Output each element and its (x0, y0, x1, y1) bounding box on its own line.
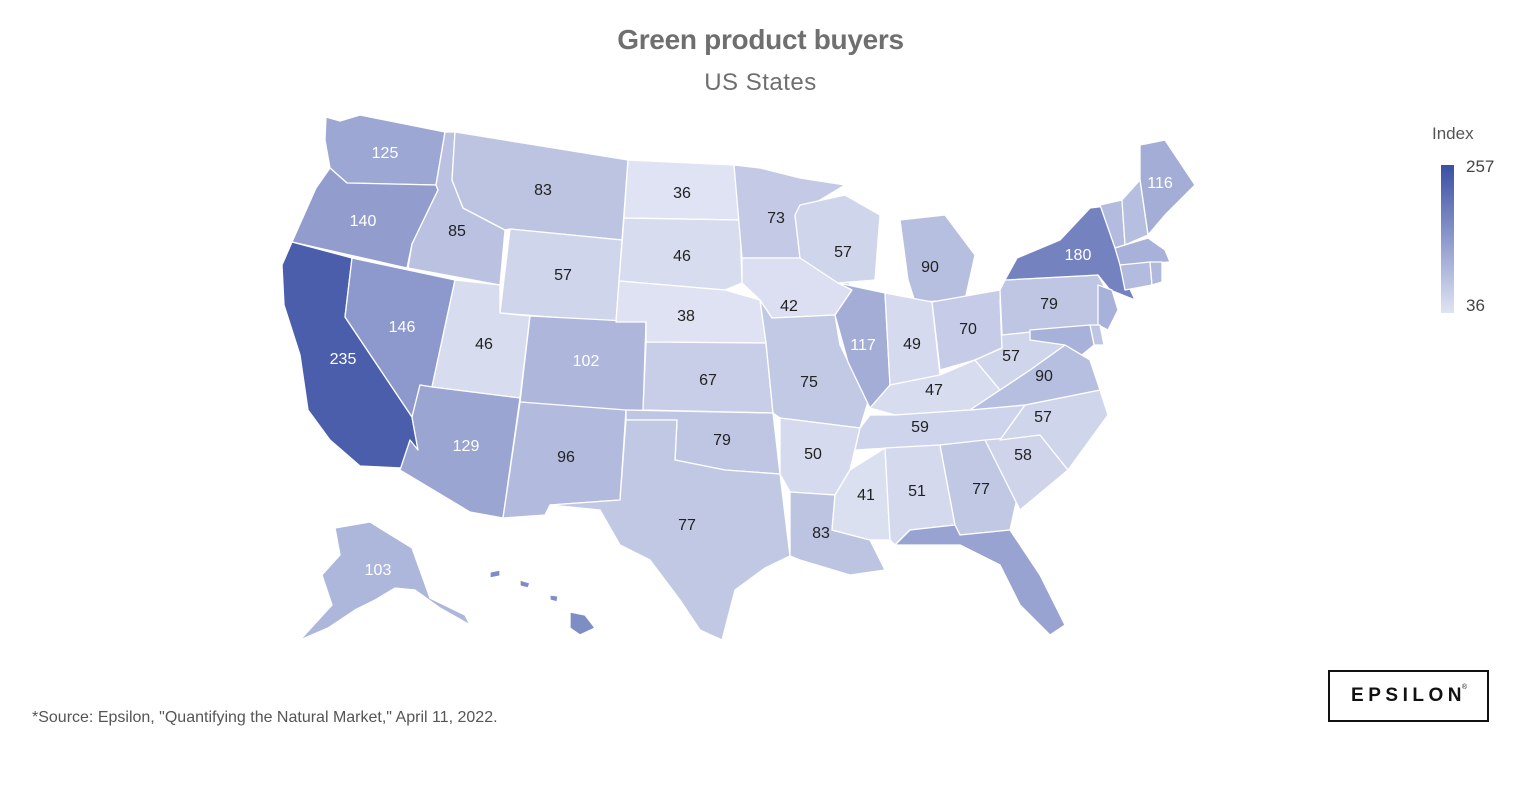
state-ma[interactable] (1114, 237, 1171, 266)
state-value-label-sc: 58 (1014, 447, 1032, 464)
state-mo[interactable] (759, 299, 869, 429)
state-value-label-az: 129 (453, 438, 480, 455)
state-fl[interactable] (894, 524, 1066, 636)
source-note: *Source: Epsilon, "Quantifying the Natur… (32, 709, 498, 726)
state-hi[interactable] (489, 569, 596, 636)
state-value-label-wy: 57 (554, 267, 572, 284)
state-value-label-wi: 57 (834, 244, 852, 261)
chart-subtitle: US States (704, 69, 817, 96)
state-md[interactable] (1029, 324, 1095, 356)
state-value-label-ok: 79 (713, 432, 731, 449)
state-value-label-nm: 96 (557, 449, 575, 466)
logo-text: EPSILON (1351, 685, 1466, 706)
state-value-label-wv: 57 (1002, 348, 1020, 365)
state-sd[interactable] (618, 217, 743, 291)
state-value-label-ar: 50 (804, 446, 822, 463)
legend-max-label: 257 (1466, 157, 1495, 176)
state-value-label-al: 51 (908, 483, 926, 500)
state-value-label-ut: 46 (475, 336, 493, 353)
state-value-label-sd: 46 (673, 248, 691, 265)
state-value-label-pa: 79 (1040, 296, 1058, 313)
registered-mark: ® (1461, 684, 1467, 691)
state-value-label-wa: 125 (372, 145, 399, 162)
state-value-label-id: 85 (448, 223, 466, 240)
state-value-label-tx: 77 (678, 517, 696, 534)
state-value-label-la: 83 (812, 525, 830, 542)
state-value-label-il: 117 (850, 337, 876, 354)
state-value-label-or: 140 (350, 213, 377, 230)
state-value-label-tn: 59 (911, 419, 929, 436)
state-value-label-nc: 57 (1034, 409, 1052, 426)
state-value-label-oh: 70 (959, 321, 977, 338)
state-value-label-mt: 83 (534, 182, 552, 199)
state-value-label-co: 102 (573, 353, 600, 370)
state-tx[interactable] (549, 419, 791, 641)
legend-title: Index (1432, 124, 1474, 143)
state-ak[interactable] (299, 521, 471, 641)
state-value-label-mn: 73 (767, 210, 785, 227)
state-value-label-va: 90 (1035, 368, 1053, 385)
legend-color-scale (1441, 165, 1454, 313)
state-value-label-ny: 180 (1065, 247, 1092, 264)
state-value-label-nv: 146 (389, 319, 416, 336)
epsilon-logo: EPSILON ® (1328, 670, 1489, 722)
state-value-label-ia: 42 (780, 298, 798, 315)
state-ct[interactable] (1119, 261, 1153, 291)
state-value-label-me: 116 (1147, 175, 1173, 192)
state-value-label-nd: 36 (673, 185, 691, 202)
state-ri[interactable] (1149, 261, 1163, 286)
state-value-label-ga: 77 (972, 481, 990, 498)
state-value-label-fl: 131 (1037, 558, 1064, 575)
state-nj[interactable] (1097, 284, 1119, 331)
legend-min-label: 36 (1466, 296, 1485, 315)
state-value-label-ks: 67 (699, 372, 717, 389)
state-nh[interactable] (1121, 179, 1149, 246)
state-value-label-ak: 103 (365, 562, 392, 579)
state-value-label-in: 49 (903, 336, 921, 353)
state-wi[interactable] (794, 194, 881, 284)
state-value-label-ne: 38 (677, 308, 695, 325)
chart-title: Green product buyers (617, 24, 904, 55)
state-value-label-mo: 75 (800, 374, 818, 391)
state-value-label-ca: 235 (330, 351, 357, 368)
state-value-label-ky: 47 (925, 382, 943, 399)
state-value-label-ms: 41 (857, 487, 875, 504)
state-value-label-mi: 90 (921, 259, 939, 276)
